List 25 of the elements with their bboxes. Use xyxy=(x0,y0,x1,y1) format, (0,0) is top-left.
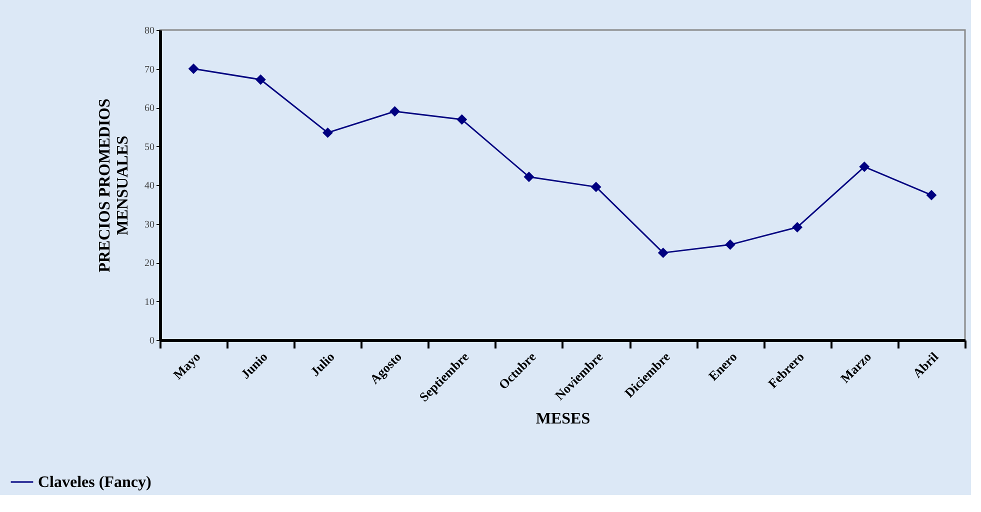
y-tick-label: 30 xyxy=(144,219,154,230)
point xyxy=(390,106,400,117)
y-tick-label: 70 xyxy=(144,64,154,76)
point xyxy=(456,114,468,125)
point xyxy=(724,239,736,250)
y-tick-label: 40 xyxy=(144,180,154,192)
x-tick-label: Julio xyxy=(307,349,338,380)
y-tick-label: 50 xyxy=(144,142,154,153)
point xyxy=(792,222,803,232)
point xyxy=(658,248,668,258)
point xyxy=(188,64,199,74)
y-tick-label: 60 xyxy=(144,103,154,114)
point xyxy=(859,162,870,172)
legend-label: Claveles (Fancy) xyxy=(38,474,152,491)
y-tick-label: 80 xyxy=(144,26,154,36)
y-tick-label: 10 xyxy=(144,296,154,308)
point xyxy=(322,127,333,138)
y-tick-label: 0 xyxy=(150,336,154,346)
point xyxy=(524,172,534,182)
point xyxy=(255,74,266,85)
x-axis-title: MESES xyxy=(536,410,590,428)
y-axis-title: PRECIOS PROMEDIOS MENSUALES xyxy=(96,98,132,272)
y-tick-label: 20 xyxy=(144,258,154,269)
point xyxy=(926,190,937,200)
point xyxy=(590,182,602,192)
